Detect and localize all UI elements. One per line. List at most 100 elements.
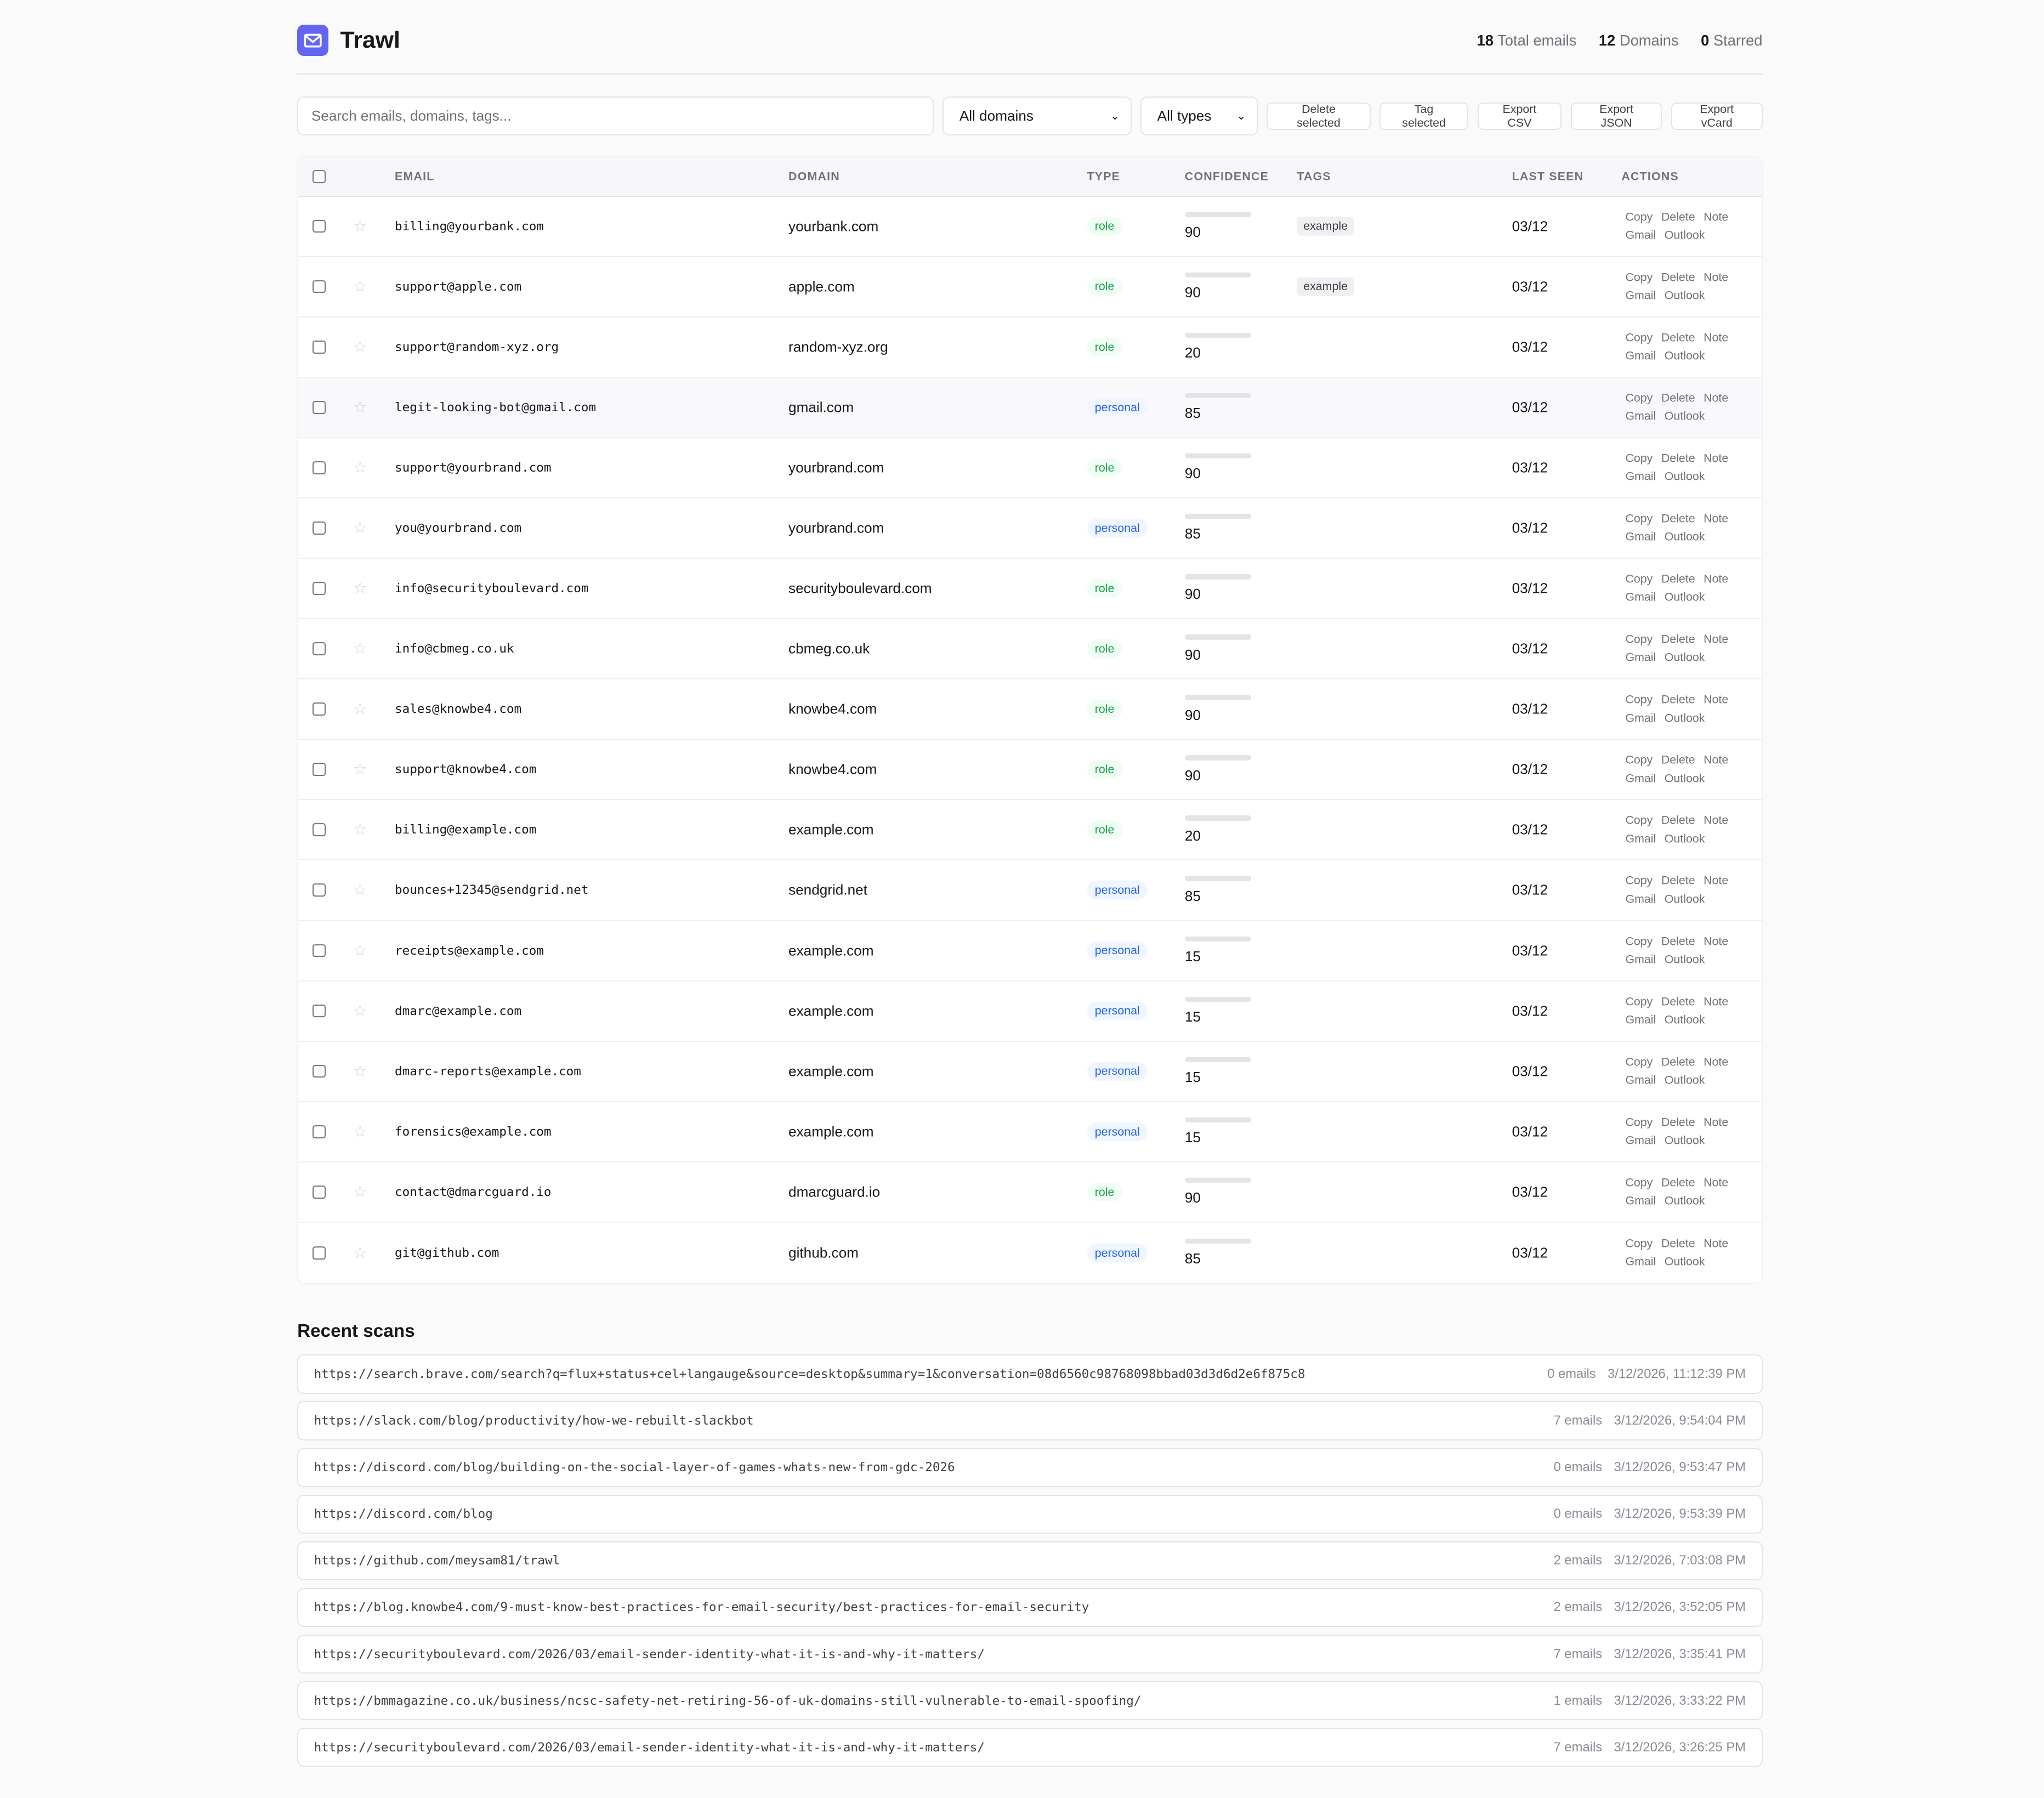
gmail-link[interactable]: Gmail: [1625, 591, 1656, 604]
outlook-link[interactable]: Outlook: [1664, 1194, 1705, 1207]
select-all-checkbox[interactable]: [313, 170, 326, 183]
note-link[interactable]: Note: [1704, 874, 1729, 888]
delete-link[interactable]: Delete: [1661, 512, 1695, 525]
note-link[interactable]: Note: [1704, 632, 1729, 646]
star-icon[interactable]: ☆: [353, 217, 367, 235]
copy-link[interactable]: Copy: [1625, 632, 1653, 646]
star-icon[interactable]: ☆: [353, 398, 367, 416]
gmail-link[interactable]: Gmail: [1625, 832, 1656, 846]
gmail-link[interactable]: Gmail: [1625, 1255, 1656, 1268]
outlook-link[interactable]: Outlook: [1664, 1133, 1705, 1147]
star-icon[interactable]: ☆: [353, 881, 367, 899]
gmail-link[interactable]: Gmail: [1625, 651, 1656, 665]
tag-chip[interactable]: example: [1297, 277, 1354, 296]
row-checkbox[interactable]: [313, 883, 326, 897]
gmail-link[interactable]: Gmail: [1625, 530, 1656, 543]
row-checkbox[interactable]: [313, 340, 326, 354]
star-icon[interactable]: ☆: [353, 1183, 367, 1201]
note-link[interactable]: Note: [1704, 995, 1729, 1008]
copy-link[interactable]: Copy: [1625, 693, 1653, 706]
scan-item[interactable]: https://securityboulevard.com/2026/03/em…: [297, 1634, 1763, 1674]
copy-link[interactable]: Copy: [1625, 331, 1653, 344]
gmail-link[interactable]: Gmail: [1625, 288, 1656, 302]
delete-link[interactable]: Delete: [1661, 934, 1695, 948]
star-icon[interactable]: ☆: [353, 700, 367, 718]
gmail-link[interactable]: Gmail: [1625, 1133, 1656, 1147]
export-json-button[interactable]: Export JSON: [1570, 103, 1662, 130]
note-link[interactable]: Note: [1704, 451, 1729, 465]
scan-url[interactable]: https://github.com/meysam81/trawl: [314, 1553, 560, 1568]
outlook-link[interactable]: Outlook: [1664, 409, 1705, 423]
note-link[interactable]: Note: [1704, 572, 1729, 586]
row-checkbox[interactable]: [313, 944, 326, 957]
delete-link[interactable]: Delete: [1661, 753, 1695, 767]
gmail-link[interactable]: Gmail: [1625, 469, 1656, 483]
outlook-link[interactable]: Outlook: [1664, 711, 1705, 725]
delete-link[interactable]: Delete: [1661, 331, 1695, 344]
gmail-link[interactable]: Gmail: [1625, 1194, 1656, 1207]
tag-chip[interactable]: example: [1297, 217, 1354, 236]
copy-link[interactable]: Copy: [1625, 451, 1653, 465]
outlook-link[interactable]: Outlook: [1664, 832, 1705, 846]
copy-link[interactable]: Copy: [1625, 995, 1653, 1008]
domain-filter-select[interactable]: All domains ⌄: [942, 96, 1132, 136]
star-icon[interactable]: ☆: [353, 1002, 367, 1020]
note-link[interactable]: Note: [1704, 693, 1729, 706]
row-checkbox[interactable]: [313, 1246, 326, 1260]
delete-link[interactable]: Delete: [1661, 874, 1695, 888]
gmail-link[interactable]: Gmail: [1625, 1013, 1656, 1026]
outlook-link[interactable]: Outlook: [1664, 1013, 1705, 1026]
delete-link[interactable]: Delete: [1661, 1237, 1695, 1250]
note-link[interactable]: Note: [1704, 391, 1729, 405]
delete-link[interactable]: Delete: [1661, 1115, 1695, 1129]
delete-link[interactable]: Delete: [1661, 995, 1695, 1008]
copy-link[interactable]: Copy: [1625, 210, 1653, 224]
row-checkbox[interactable]: [313, 823, 326, 837]
star-icon[interactable]: ☆: [353, 821, 367, 839]
note-link[interactable]: Note: [1704, 210, 1729, 224]
star-icon[interactable]: ☆: [353, 761, 367, 779]
note-link[interactable]: Note: [1704, 1176, 1729, 1189]
gmail-link[interactable]: Gmail: [1625, 228, 1656, 242]
scan-url[interactable]: https://blog.knowbe4.com/9-must-know-bes…: [314, 1600, 1089, 1615]
note-link[interactable]: Note: [1704, 934, 1729, 948]
delete-link[interactable]: Delete: [1661, 451, 1695, 465]
copy-link[interactable]: Copy: [1625, 391, 1653, 405]
scan-item[interactable]: https://github.com/meysam81/trawl 2 email…: [297, 1541, 1763, 1580]
note-link[interactable]: Note: [1704, 512, 1729, 525]
gmail-link[interactable]: Gmail: [1625, 772, 1656, 785]
copy-link[interactable]: Copy: [1625, 1237, 1653, 1250]
delete-link[interactable]: Delete: [1661, 270, 1695, 284]
scan-item[interactable]: https://blog.knowbe4.com/9-must-know-bes…: [297, 1587, 1763, 1627]
row-checkbox[interactable]: [313, 280, 326, 293]
scan-url[interactable]: https://discord.com/blog/building-on-the…: [314, 1460, 955, 1475]
delete-link[interactable]: Delete: [1661, 693, 1695, 706]
row-checkbox[interactable]: [313, 521, 326, 535]
gmail-link[interactable]: Gmail: [1625, 711, 1656, 725]
delete-selected-button[interactable]: Delete selected: [1267, 103, 1371, 130]
gmail-link[interactable]: Gmail: [1625, 409, 1656, 423]
tag-selected-button[interactable]: Tag selected: [1379, 103, 1469, 130]
gmail-link[interactable]: Gmail: [1625, 952, 1656, 966]
copy-link[interactable]: Copy: [1625, 512, 1653, 525]
column-email[interactable]: EMAIL: [395, 169, 435, 183]
type-filter-select[interactable]: All types ⌄: [1140, 96, 1258, 136]
outlook-link[interactable]: Outlook: [1664, 772, 1705, 785]
copy-link[interactable]: Copy: [1625, 270, 1653, 284]
export-csv-button[interactable]: Export CSV: [1477, 103, 1562, 130]
note-link[interactable]: Note: [1704, 1237, 1729, 1250]
note-link[interactable]: Note: [1704, 1115, 1729, 1129]
copy-link[interactable]: Copy: [1625, 874, 1653, 888]
outlook-link[interactable]: Outlook: [1664, 651, 1705, 665]
scan-url[interactable]: https://discord.com/blog: [314, 1507, 493, 1522]
outlook-link[interactable]: Outlook: [1664, 349, 1705, 362]
star-icon[interactable]: ☆: [353, 640, 367, 658]
scan-item[interactable]: https://discord.com/blog 0 emails 3/12/202…: [297, 1494, 1763, 1534]
scan-url[interactable]: https://securityboulevard.com/2026/03/em…: [314, 1740, 985, 1755]
outlook-link[interactable]: Outlook: [1664, 952, 1705, 966]
outlook-link[interactable]: Outlook: [1664, 469, 1705, 483]
scan-item[interactable]: https://bmmagazine.co.uk/business/ncsc-s…: [297, 1681, 1763, 1721]
column-type[interactable]: TYPE: [1087, 169, 1121, 183]
row-checkbox[interactable]: [313, 1125, 326, 1138]
gmail-link[interactable]: Gmail: [1625, 349, 1656, 362]
